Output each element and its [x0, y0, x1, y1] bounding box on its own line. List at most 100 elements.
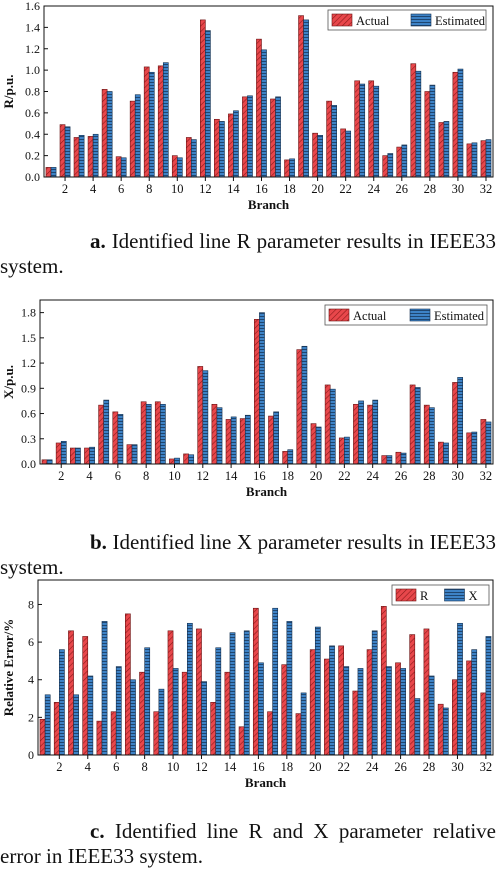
bar-series1 — [382, 155, 389, 178]
bar-series2 — [92, 133, 99, 178]
bar-series2 — [329, 388, 336, 465]
bar-series1 — [466, 143, 473, 178]
bar-series2 — [172, 668, 179, 756]
bar-series2 — [345, 130, 352, 178]
y-tick-label: 0.4 — [25, 127, 40, 141]
y-tick-label: 1.5 — [21, 331, 36, 345]
bar-series2 — [258, 662, 264, 756]
bar-series1 — [326, 100, 332, 178]
y-tick-label: 1.0 — [25, 63, 40, 77]
x-axis-label: Branch — [246, 484, 288, 499]
bar-series2 — [78, 135, 85, 178]
legend-box — [324, 304, 488, 326]
bar-series1 — [224, 671, 231, 756]
y-axis-label: Relative Error/% — [1, 619, 16, 717]
bar-series2 — [50, 167, 57, 178]
bar-series2 — [317, 135, 323, 178]
bar-series1 — [39, 718, 46, 756]
bar-series1 — [296, 349, 303, 465]
bar-series1 — [324, 658, 330, 756]
bar-series1 — [242, 96, 248, 178]
bar-series2 — [443, 121, 450, 178]
bar-series2 — [73, 694, 79, 756]
bar-series1 — [324, 384, 331, 465]
bar-series2 — [400, 668, 406, 756]
bar-series1 — [252, 607, 259, 756]
bar-series2 — [443, 442, 449, 465]
y-tick-label: 0.0 — [25, 170, 40, 184]
x-tick-label: 28 — [423, 469, 436, 483]
bar-series1 — [367, 404, 373, 465]
bar-series2 — [428, 675, 435, 756]
x-axis-label: Branch — [245, 775, 287, 790]
x-tick-label: 22 — [338, 469, 351, 483]
x-tick-label: 22 — [339, 182, 352, 196]
x-tick-label: 4 — [90, 182, 97, 196]
bar-series1 — [424, 91, 431, 178]
bar-series2 — [286, 621, 293, 756]
x-tick-label: 10 — [168, 469, 181, 483]
y-tick-label: 0.8 — [25, 85, 40, 99]
x-tick-label: 2 — [62, 182, 68, 196]
bar-series1 — [183, 453, 189, 465]
bar-series1 — [452, 71, 459, 178]
bar-series2 — [202, 370, 209, 465]
bar-series1 — [466, 432, 473, 465]
bar-series1 — [84, 447, 90, 465]
bar-series2 — [233, 110, 239, 178]
y-axis-label: X/p.u. — [1, 365, 16, 399]
bar-series1 — [452, 679, 458, 756]
y-tick-label: 2 — [28, 710, 34, 724]
y-tick-label: 0.0 — [21, 457, 36, 471]
bar-series2 — [457, 68, 464, 178]
bar-series1 — [395, 451, 402, 465]
bar-series1 — [282, 451, 289, 465]
bar-series2 — [187, 622, 193, 756]
x-tick-label: 14 — [225, 469, 238, 483]
bar-series1 — [338, 437, 345, 465]
x-tick-label: 14 — [224, 760, 237, 774]
bar-series2 — [158, 688, 165, 756]
y-tick-label: 0.3 — [21, 432, 36, 446]
bar-series1 — [225, 419, 232, 465]
bar-series1 — [59, 124, 66, 178]
bar-series2 — [315, 426, 322, 465]
x-tick-label: 16 — [255, 182, 268, 196]
legend-swatch-series2 — [409, 308, 431, 322]
bar-series1 — [380, 606, 387, 756]
x-tick-label: 30 — [451, 760, 464, 774]
bar-series1 — [171, 155, 178, 178]
bar-series2 — [314, 626, 321, 756]
bar-series1 — [268, 415, 274, 465]
x-tick-label: 20 — [310, 469, 323, 483]
bar-series1 — [353, 403, 359, 465]
x-tick-label: 6 — [115, 469, 121, 483]
bar-series2 — [344, 436, 350, 465]
bar-series1 — [256, 38, 262, 178]
bar-series1 — [169, 458, 175, 465]
bar-series2 — [134, 94, 141, 178]
bar-series2 — [106, 91, 113, 178]
x-tick-label: 10 — [171, 182, 184, 196]
bar-series1 — [68, 630, 74, 756]
bar-series2 — [331, 105, 337, 178]
bar-series1 — [98, 404, 105, 465]
x-tick-label: 24 — [366, 469, 379, 483]
bar-series1 — [438, 441, 444, 465]
bar-series1 — [53, 702, 60, 756]
x-tick-label: 14 — [227, 182, 240, 196]
x-tick-label: 12 — [197, 469, 210, 483]
bar-series2 — [247, 95, 253, 178]
bar-series2 — [442, 707, 449, 756]
caption-c-text: Identified line R and X parameter relati… — [0, 819, 497, 868]
bar-series1 — [82, 636, 89, 756]
bar-series2 — [343, 666, 350, 756]
y-tick-label: 8 — [28, 597, 34, 611]
y-tick-label: 1.2 — [25, 42, 40, 56]
legend-label-series2: Estimated — [434, 309, 485, 323]
bar-series2 — [387, 153, 394, 178]
caption-b: b. Identified line X parameter results i… — [0, 530, 496, 580]
bar-series2 — [219, 121, 225, 178]
legend-box — [327, 9, 487, 31]
